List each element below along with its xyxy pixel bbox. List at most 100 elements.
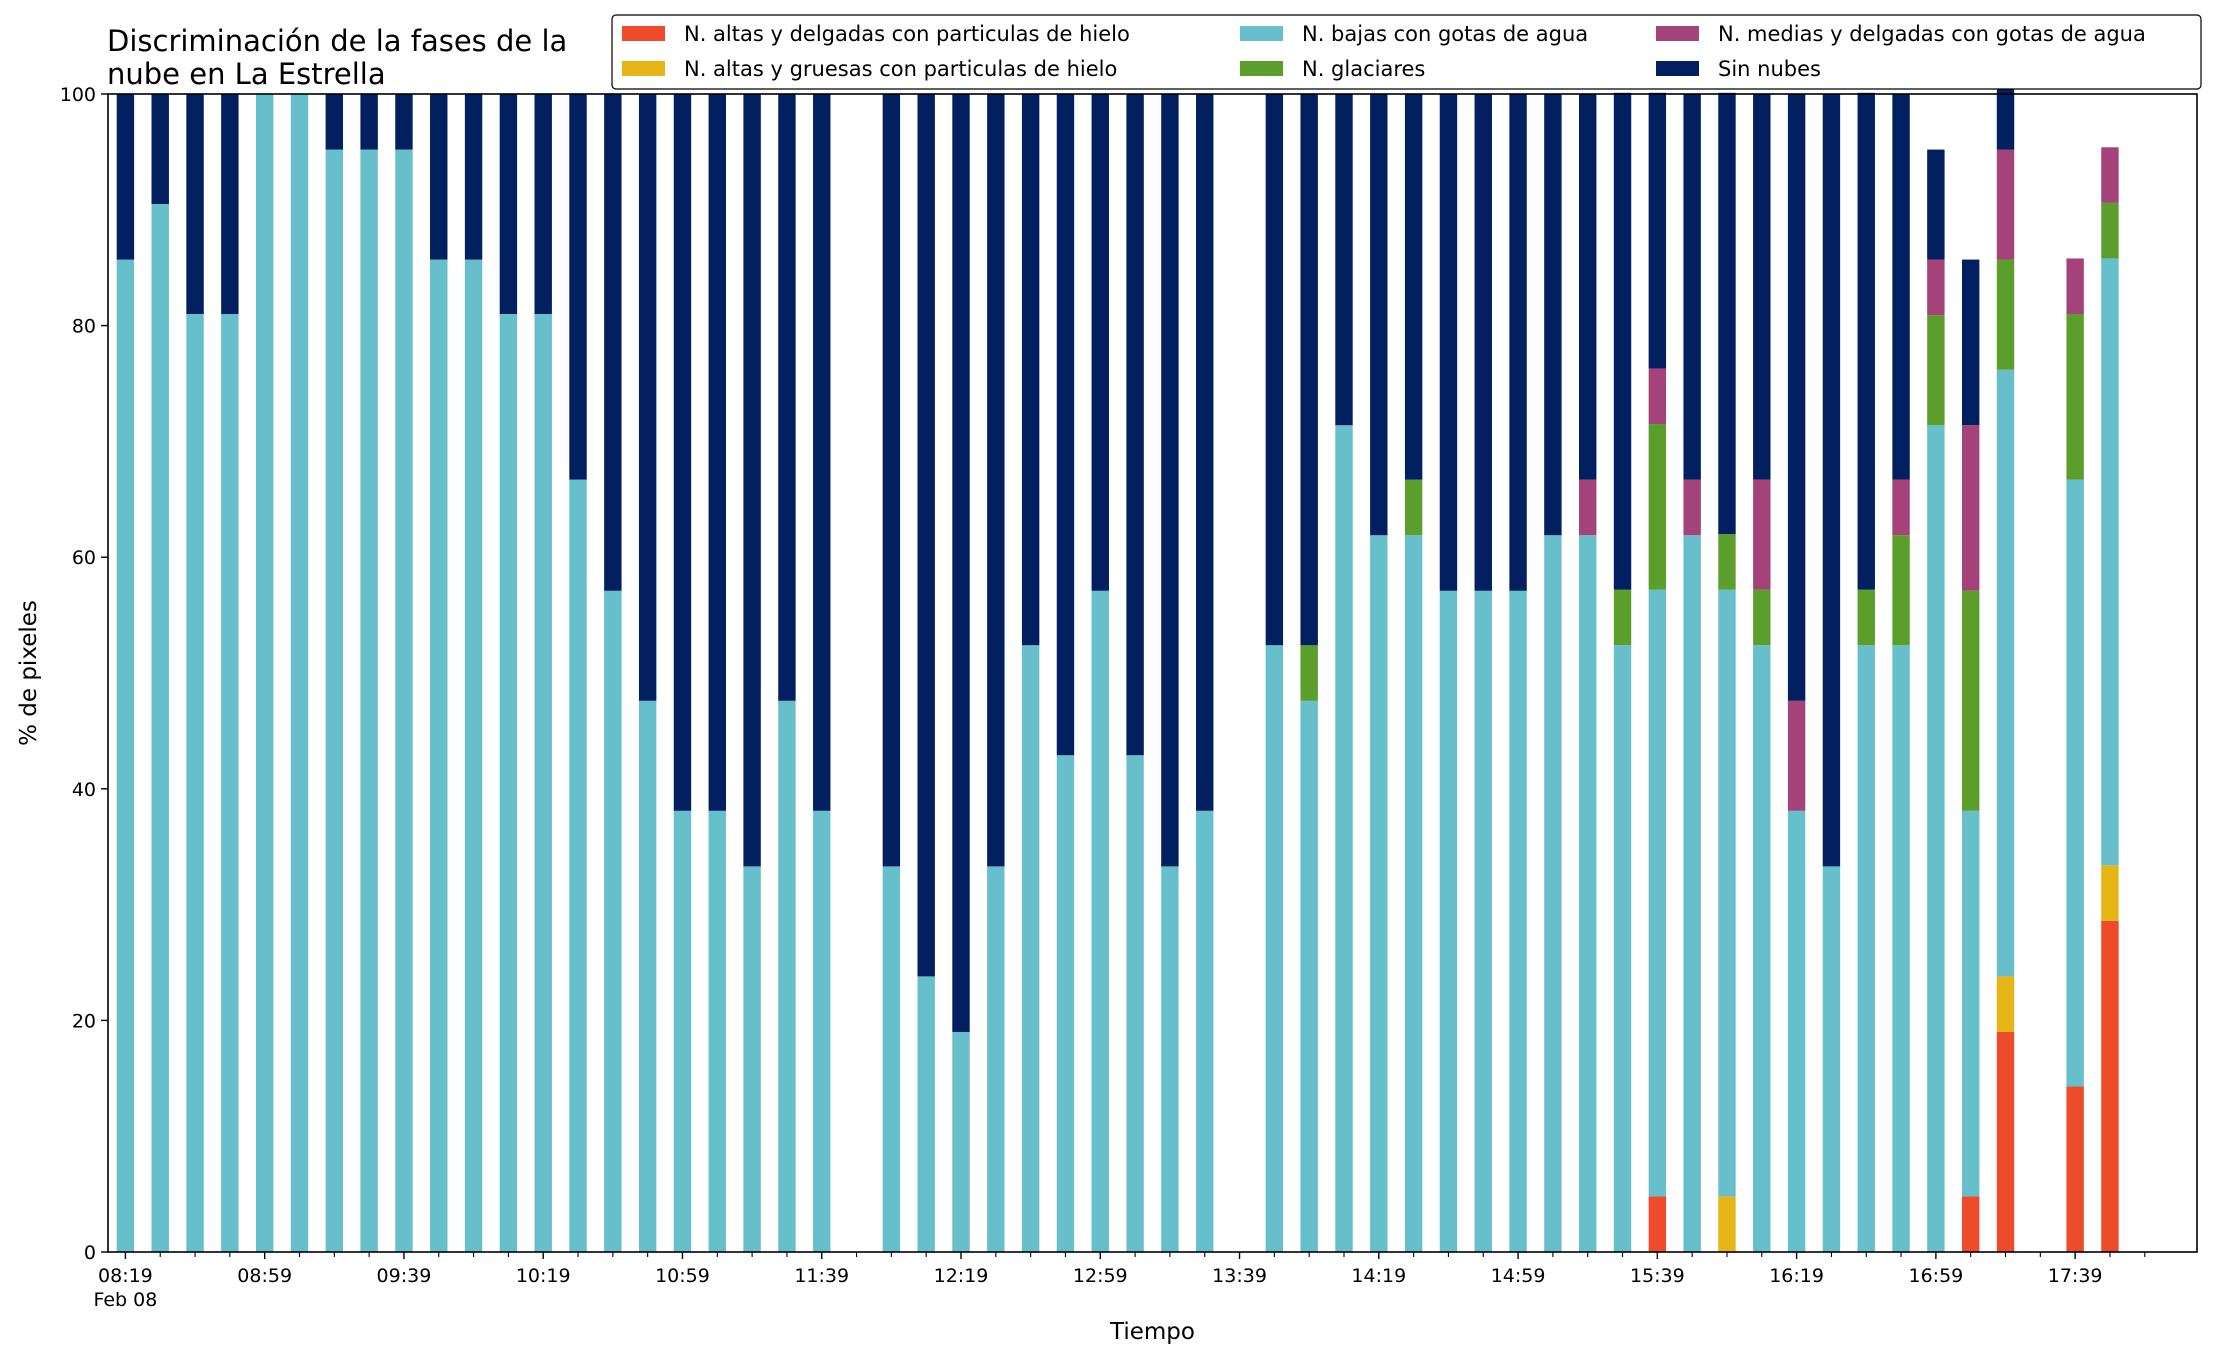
bar-segment-6-slot-29: [1126, 94, 1144, 756]
bar-segment-4-slot-34: [1300, 645, 1318, 701]
bar-segment-3-slot-2: [186, 314, 204, 1252]
bar-segment-4-slot-52: [1927, 315, 1945, 426]
bar-segment-4-slot-54: [1996, 259, 2015, 370]
bar-segment-3-slot-33: [1265, 645, 1284, 1252]
x-tick-label: 08:59: [237, 1265, 292, 1287]
bar-segment-3-slot-35: [1335, 425, 1353, 1252]
bar-segment-6-slot-48: [1787, 94, 1806, 701]
y-tick-label: 100: [60, 84, 96, 106]
bar-segment-6-slot-41: [1544, 94, 1562, 536]
bar-segment-6-slot-1: [151, 94, 169, 205]
x-tick-label: 11:39: [794, 1265, 849, 1287]
bar-segment-6-slot-3: [221, 94, 239, 315]
bar-segment-6-slot-20: [813, 94, 831, 811]
bar-segment-6-slot-18: [743, 94, 761, 867]
bar-segment-6-slot-28: [1091, 94, 1109, 591]
y-tick-label: 20: [72, 1010, 96, 1032]
y-tick-label: 0: [84, 1242, 96, 1264]
chart-title-line-2: nube en La Estrella: [107, 57, 386, 91]
x-tick-sublabel: Feb 08: [93, 1289, 157, 1311]
bar-segment-6-slot-42: [1579, 94, 1597, 480]
bar-segment-5-slot-42: [1579, 479, 1597, 536]
legend-swatch-1: [622, 26, 665, 41]
legend-label-4: N. glaciares: [1302, 57, 1425, 81]
bar-segment-6-slot-47: [1753, 94, 1771, 480]
bar-segment-6-slot-11: [499, 94, 518, 315]
bar-segment-3-slot-42: [1579, 535, 1597, 1252]
legend-swatch-5: [1656, 26, 1699, 41]
bar-segment-6-slot-13: [569, 94, 587, 480]
bar-segment-3-slot-22: [882, 866, 901, 1252]
bar-segment-6-slot-35: [1335, 94, 1353, 426]
bar-segment-6-slot-6: [325, 94, 344, 150]
bar-segment-6-slot-37: [1404, 94, 1423, 480]
bar-segment-3-slot-41: [1544, 535, 1562, 1252]
bar-segment-3-slot-29: [1126, 755, 1144, 1252]
bar-segment-3-slot-40: [1509, 590, 1527, 1252]
bar-segment-3-slot-49: [1822, 866, 1841, 1252]
bar-segment-3-slot-56: [2066, 479, 2084, 1087]
bar-segment-3-slot-30: [1161, 866, 1179, 1252]
x-axis-title: Tiempo: [1109, 1319, 1195, 1345]
bar-segment-6-slot-9: [430, 94, 448, 260]
bar-segment-5-slot-44: [1648, 368, 1667, 425]
bar-segment-3-slot-16: [673, 810, 692, 1252]
y-tick-label: 40: [72, 779, 96, 801]
bar-segment-4-slot-47: [1753, 589, 1771, 646]
bar-segment-3-slot-3: [221, 314, 239, 1252]
legend-swatch-6: [1656, 61, 1699, 76]
bar-segment-1-slot-53: [1961, 1196, 1980, 1252]
bar-segment-5-slot-54: [1996, 149, 2015, 260]
bar-segment-6-slot-40: [1509, 94, 1527, 591]
bar-segment-3-slot-17: [708, 810, 726, 1252]
bar-segment-6-slot-0: [116, 94, 135, 260]
y-tick-label: 60: [72, 547, 96, 569]
bar-segment-4-slot-56: [2066, 314, 2084, 480]
x-tick-label: 10:59: [655, 1265, 710, 1287]
bar-segment-3-slot-14: [604, 590, 622, 1252]
bar-segment-4-slot-43: [1613, 589, 1632, 646]
bar-segment-6-slot-30: [1161, 94, 1179, 867]
bar-segment-3-slot-38: [1439, 590, 1458, 1252]
bar-segment-6-slot-36: [1370, 94, 1388, 536]
bar-segment-5-slot-48: [1787, 700, 1806, 811]
bar-segment-3-slot-52: [1927, 425, 1945, 1252]
bar-segment-6-slot-10: [464, 94, 483, 260]
bar-segment-3-slot-19: [778, 700, 796, 1252]
x-tick-label: 16:19: [1769, 1265, 1824, 1287]
y-axis: 0 20 40 60 80 100: [60, 84, 108, 1264]
bar-segment-3-slot-28: [1091, 590, 1109, 1252]
bar-segment-6-slot-16: [673, 94, 692, 811]
bar-segment-3-slot-46: [1718, 589, 1736, 1197]
bar-segment-5-slot-51: [1892, 479, 1910, 536]
legend-swatch-2: [622, 61, 665, 76]
bar-segment-3-slot-34: [1300, 700, 1318, 1252]
bar-segment-3-slot-1: [151, 204, 169, 1252]
bar-segment-3-slot-20: [813, 810, 831, 1252]
legend: N. altas y delgadas con particulas de hi…: [611, 14, 2202, 90]
x-tick-label: 08:19: [98, 1265, 153, 1287]
bar-segment-3-slot-43: [1613, 645, 1632, 1252]
bar-segment-2-slot-54: [1996, 976, 2015, 1032]
bar-segment-4-slot-44: [1648, 424, 1667, 590]
bar-segment-6-slot-26: [1021, 94, 1040, 646]
bar-segment-3-slot-31: [1196, 810, 1214, 1252]
bar-segment-3-slot-15: [638, 700, 657, 1252]
bar-segment-6-slot-43: [1613, 92, 1632, 590]
bar-segment-6-slot-19: [778, 94, 796, 701]
x-tick-label: 16:59: [1908, 1265, 1963, 1287]
bar-segment-3-slot-25: [987, 866, 1005, 1252]
bar-segment-6-slot-53: [1961, 259, 1980, 426]
x-tick-label: 15:39: [1630, 1265, 1685, 1287]
legend-label-2: N. altas y gruesas con particulas de hie…: [684, 57, 1117, 81]
bar-segment-4-slot-51: [1892, 535, 1910, 646]
bar-segment-3-slot-0: [116, 259, 135, 1253]
bar-segment-3-slot-7: [360, 149, 378, 1253]
bar-segment-3-slot-45: [1683, 535, 1701, 1252]
bar-segment-4-slot-53: [1961, 590, 1980, 811]
bar-segment-1-slot-56: [2066, 1086, 2084, 1252]
bar-segment-6-slot-45: [1683, 94, 1701, 480]
bar-segment-6-slot-31: [1196, 94, 1214, 811]
